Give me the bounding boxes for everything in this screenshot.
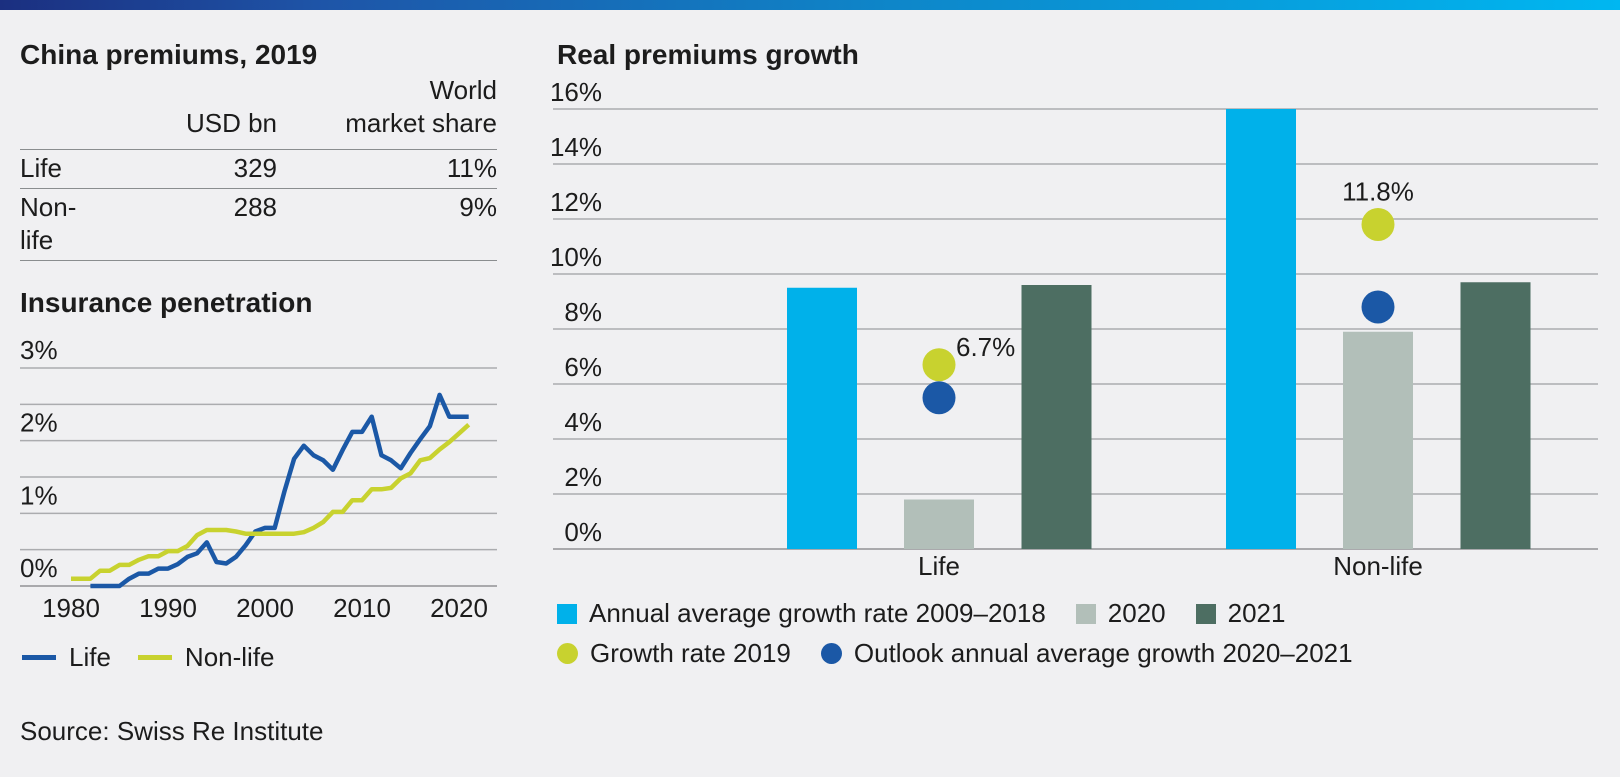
growth-chart-title: Real premiums growth [557,39,859,70]
y-axis-tick-label: 10% [550,242,602,272]
legend-item-2021: 2021 [1195,598,1286,629]
aagr-swatch [557,603,577,624]
bar-life-2021 [1021,285,1092,549]
table-row-life: Life 329 11% [20,149,497,188]
row-market-share: 9% [459,192,497,222]
table-row-nonlife: Non-life 288 9% [20,188,497,261]
growth-legend-bars: Annual average growth rate 2009–2018 202… [557,598,1285,629]
penetration-legend: Life Non-life [22,642,275,673]
legend-label: Growth rate 2019 [590,638,791,668]
x-axis-tick-label: 1980 [42,593,100,623]
y-axis-tick-label: 4% [564,407,602,437]
growth-chart: 16% 14% 12% 10% 8% 6% 4% 2% 0% 6.7% 11.8% Life Non-l… [550,77,1598,581]
growth-2019-dot-swatch [557,643,578,664]
legend-label: Annual average growth rate 2009–2018 [589,598,1046,628]
premiums-table-header: USD bn World market share [20,74,497,149]
x-axis-tick-label: 1990 [139,593,197,623]
y-axis-tick-label: 6% [564,352,602,382]
x-axis-tick-label: 2010 [333,593,391,623]
y-axis-tick-label: 14% [550,132,602,162]
y-axis-tick-label: 3% [20,335,58,365]
dot-life-growth-2019 [922,348,956,382]
x-axis-tick-label: 2020 [430,593,488,623]
legend-label: 2020 [1107,598,1166,628]
dot-non-life-outlook [1361,290,1395,324]
y-axis-tick-label: 16% [550,77,602,107]
source-note: Source: Swiss Re Institute [20,716,324,746]
legend-label: Non-life [184,642,275,672]
outlook-dot-swatch [820,643,842,664]
bar-2020-swatch [1075,603,1096,624]
dot-value-label: 6.7% [956,332,1015,362]
dot-value-label: 11.8% [1342,177,1414,207]
y-axis-tick-label: 2% [20,408,58,438]
bar-2021-swatch [1195,603,1216,624]
y-axis-tick-label: 0% [564,517,602,547]
bar-life-aagr [787,287,857,549]
legend-item-life: Life [22,642,111,673]
y-axis-tick-label: 12% [550,187,602,217]
bar-life-2020 [904,499,974,549]
life-penetration-line [90,392,469,589]
y-axis-tick-label: 2% [564,462,602,492]
row-usd-bn: 288 [233,192,277,222]
bar-non-life-aagr [1226,109,1296,549]
category-label: Life [918,551,960,581]
header-world-market-share: World market share [345,75,497,138]
bar-non-life-2020 [1343,331,1413,549]
legend-item-growth-2019: Growth rate 2019 [557,638,791,669]
premiums-table: USD bn World market share Life 329 11% N… [20,74,497,261]
y-axis-tick-label: 0% [20,553,58,583]
header-usd-bn: USD bn [185,108,277,138]
row-label: Non-life [20,192,77,255]
row-label: Life [20,153,62,183]
legend-label: Life [69,642,111,672]
y-axis-tick-label: 1% [20,480,58,510]
legend-item-nonlife: Non-life [137,642,275,673]
legend-label: Outlook annual average growth 2020–2021 [853,638,1353,668]
row-usd-bn: 329 [233,153,277,183]
premiums-table-title: China premiums, 2019 [20,39,318,70]
dot-life-outlook [922,381,956,415]
penetration-chart-title: Insurance penetration [20,287,313,318]
penetration-chart: 3% 2% 1% 0% 1980 1990 2000 2010 2020 [20,335,497,623]
top-accent-bar [0,0,1620,10]
y-axis-tick-label: 8% [564,297,602,327]
life-line-swatch [22,655,56,660]
x-axis-tick-label: 2000 [236,593,294,623]
dot-non-life-growth-2019 [1361,208,1395,241]
non-life-penetration-line [71,423,471,581]
legend-item-2020: 2020 [1075,598,1166,629]
legend-label: 2021 [1227,598,1286,628]
growth-legend-dots: Growth rate 2019 Outlook annual average … [557,638,1353,669]
category-label: Non-life [1333,551,1423,581]
legend-item-aagr: Annual average growth rate 2009–2018 [557,598,1046,629]
nonlife-line-swatch [137,655,172,660]
bar-non-life-2021 [1460,282,1531,549]
legend-item-outlook: Outlook annual average growth 2020–2021 [820,638,1353,669]
row-market-share: 11% [446,153,497,183]
